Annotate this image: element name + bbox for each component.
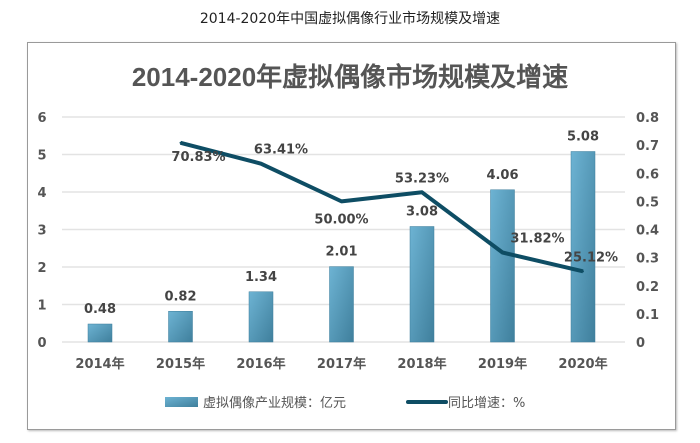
bar — [570, 151, 596, 343]
y-left-tick: 3 — [37, 224, 46, 239]
y-right-tick: 0.2 — [636, 280, 659, 295]
legend-line-label: 同比增速：% — [448, 396, 525, 411]
bar-label: 0.48 — [84, 302, 116, 317]
bar-label: 2.01 — [325, 245, 357, 260]
x-tick: 2019年 — [478, 356, 527, 372]
y-right-tick: 0.8 — [636, 111, 659, 126]
line-label: 25.12% — [564, 250, 618, 265]
bar — [87, 323, 113, 343]
bar-label: 4.06 — [486, 168, 518, 183]
y-left-tick: 5 — [37, 149, 46, 164]
line-label: 50.00% — [314, 212, 368, 227]
x-tick: 2020年 — [558, 356, 607, 372]
line-point — [501, 251, 504, 254]
bar — [490, 189, 515, 343]
line-point — [340, 200, 343, 203]
line-point — [421, 191, 423, 194]
x-tick: 2016年 — [236, 356, 285, 372]
line-point — [179, 141, 182, 144]
y-right-tick: 0.4 — [636, 224, 659, 239]
y-right-tick: 0.3 — [636, 252, 659, 267]
line-label: 63.41% — [254, 143, 308, 158]
y-left-tick: 2 — [37, 261, 46, 276]
growth-line — [179, 140, 584, 274]
y-left-tick: 6 — [37, 111, 46, 126]
bar-label: 3.08 — [406, 205, 438, 220]
line-point — [260, 162, 262, 165]
legend-bar-swatch — [165, 397, 198, 407]
line-label: 53.23% — [395, 171, 449, 186]
legend-bar-label: 虚拟偶像产业规模：亿元 — [203, 396, 346, 411]
bar — [409, 226, 435, 343]
y-right-tick: 0.5 — [636, 195, 659, 210]
chart-title: 2014-2020年虚拟偶像市场规模及增速 — [132, 62, 568, 92]
y-right-tick: 0 — [636, 336, 645, 351]
x-tick: 2017年 — [317, 356, 366, 372]
x-tick: 2015年 — [156, 356, 205, 372]
bar — [248, 291, 274, 343]
chart-frame — [27, 42, 676, 430]
bar — [329, 266, 354, 343]
y-right-tick: 0.6 — [636, 167, 659, 182]
y-right-tick: 0.1 — [636, 308, 659, 323]
bar-label: 0.82 — [164, 289, 196, 304]
y-left-tick: 4 — [37, 186, 46, 201]
line-label: 31.82% — [510, 232, 564, 247]
y-left-tick: 0 — [37, 336, 46, 351]
bar — [168, 311, 193, 343]
x-tick: 2018年 — [397, 356, 446, 372]
line-point — [582, 270, 584, 273]
line-label: 70.83% — [171, 150, 225, 165]
bar-label: 1.34 — [245, 270, 277, 285]
y-left-tick: 1 — [37, 299, 46, 314]
x-tick: 2014年 — [75, 356, 124, 372]
caption: 2014-2020年中国虚拟偶像行业市场规模及增速 — [199, 11, 501, 27]
bar-label: 5.08 — [567, 130, 599, 145]
y-right-tick: 0.7 — [636, 139, 659, 154]
